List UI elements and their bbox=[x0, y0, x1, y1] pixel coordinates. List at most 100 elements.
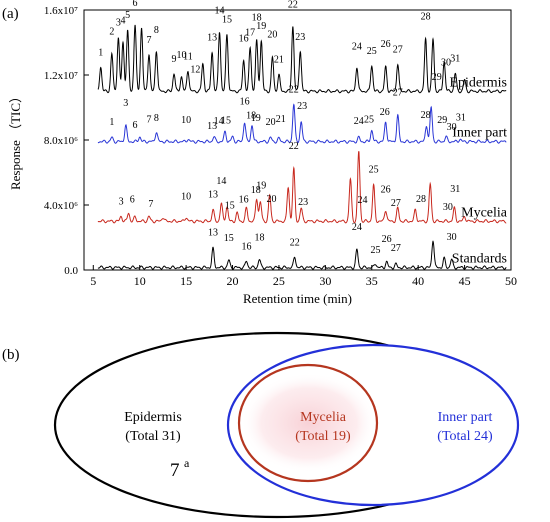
peak-label: 6 bbox=[133, 0, 138, 9]
peak-label: 30 bbox=[447, 122, 457, 133]
peak-label: 30 bbox=[447, 232, 457, 243]
venn-note-superscript: a bbox=[184, 456, 190, 470]
y-tick-label: 8.0x10⁶ bbox=[44, 135, 78, 147]
peak-label: 14 bbox=[214, 116, 224, 127]
peak-label: 19 bbox=[256, 21, 266, 32]
peak-label: 14 bbox=[216, 176, 226, 187]
y-tick-label: 0.0 bbox=[64, 265, 78, 277]
peak-label: 2 bbox=[109, 27, 114, 38]
peak-label: 24 bbox=[357, 195, 367, 206]
peak-label: 31 bbox=[450, 53, 460, 64]
peak-label: 16 bbox=[239, 33, 249, 44]
trace-inner-part bbox=[97, 103, 507, 144]
peak-label: 3 bbox=[119, 196, 124, 207]
peak-label: 12 bbox=[190, 64, 200, 75]
peak-label: 28 bbox=[421, 110, 431, 121]
peak-label: 18 bbox=[254, 233, 264, 244]
x-tick-label: 50 bbox=[505, 274, 517, 288]
traces bbox=[97, 24, 507, 270]
peak-label: 18 bbox=[252, 12, 262, 23]
x-tick-label: 25 bbox=[273, 274, 285, 288]
peak-label: 27 bbox=[391, 198, 401, 209]
peak-label: 26 bbox=[382, 234, 392, 245]
peak-label: 19 bbox=[256, 180, 266, 191]
peak-label: 25 bbox=[364, 115, 374, 126]
venn-mycelia-name: Mycelia bbox=[300, 410, 347, 425]
peak-label: 19 bbox=[251, 113, 261, 124]
venn-diagram: Epidermis (Total 31) Mycelia (Total 19) … bbox=[53, 331, 520, 519]
peak-label: 7 bbox=[146, 35, 151, 46]
peak-label: 9 bbox=[172, 54, 177, 65]
y-axis-label: Response （TIC） bbox=[8, 90, 23, 190]
peak-label: 30 bbox=[441, 58, 451, 69]
peak-label: 22 bbox=[290, 237, 300, 248]
series-name: Standards bbox=[452, 252, 507, 267]
mycelia-shading bbox=[241, 373, 377, 473]
venn-inner-part-name: Inner part bbox=[438, 410, 493, 425]
peak-label: 25 bbox=[367, 46, 377, 57]
peak-label: 7 bbox=[148, 199, 153, 210]
peak-label: 20 bbox=[267, 30, 277, 41]
peak-label: 22 bbox=[289, 85, 299, 96]
peak-label: 15 bbox=[224, 233, 234, 244]
peak-label: 10 bbox=[181, 192, 191, 203]
peak-label: 15 bbox=[221, 115, 231, 126]
peak-label: 13 bbox=[208, 227, 218, 238]
series-name: Inner part bbox=[452, 126, 507, 141]
peak-label: 13 bbox=[207, 121, 217, 132]
peak-label: 28 bbox=[416, 194, 426, 205]
peak-label: 6 bbox=[133, 120, 138, 131]
x-tick-label: 10 bbox=[134, 274, 146, 288]
peak-label: 13 bbox=[208, 189, 218, 200]
peak-label: 11 bbox=[183, 52, 193, 63]
venn-epidermis-name: Epidermis bbox=[124, 410, 182, 425]
trace-standards bbox=[97, 240, 507, 270]
peak-label: 20 bbox=[267, 194, 277, 205]
peak-label: 28 bbox=[421, 11, 431, 22]
peak-label: 31 bbox=[450, 184, 460, 195]
peak-label: 22 bbox=[289, 141, 299, 152]
peak-label: 31 bbox=[456, 112, 466, 123]
series-name: Epidermis bbox=[449, 75, 507, 90]
peak-label: 8 bbox=[154, 113, 159, 124]
peak-label: 15 bbox=[225, 200, 235, 211]
peak-label: 16 bbox=[239, 195, 249, 206]
peak-label: 16 bbox=[240, 96, 250, 107]
y-tick-label: 1.2x10⁷ bbox=[44, 70, 78, 82]
peak-label: 15 bbox=[222, 14, 232, 25]
peak-label: 3 bbox=[123, 98, 128, 109]
peak-label: 24 bbox=[352, 41, 362, 52]
peak-label: 30 bbox=[443, 202, 453, 213]
venn-epidermis-total: (Total 31) bbox=[125, 429, 181, 444]
x-tick-label: 40 bbox=[412, 274, 424, 288]
panel-b-label: (b) bbox=[2, 347, 20, 363]
peak-label: 23 bbox=[297, 101, 307, 112]
peak-label: 26 bbox=[381, 184, 391, 195]
y-tick-label: 4.0x10⁶ bbox=[44, 200, 78, 212]
peak-label: 25 bbox=[369, 164, 379, 175]
peak-label: 18 bbox=[251, 185, 261, 196]
peak-label: 22 bbox=[288, 0, 298, 11]
mycelia-ellipse bbox=[237, 363, 379, 483]
peak-label: 27 bbox=[393, 45, 403, 56]
peak-label: 4 bbox=[120, 15, 125, 26]
peak-label: 8 bbox=[154, 25, 159, 36]
x-axis: 5 10 15 20 25 30 35 40 45 50 bbox=[90, 265, 517, 288]
peak-label: 17 bbox=[245, 28, 255, 39]
trace-epidermis bbox=[97, 24, 507, 94]
peak-label: 10 bbox=[181, 115, 191, 126]
x-tick-label: 30 bbox=[319, 274, 331, 288]
y-tick-label: 1.6x10⁷ bbox=[44, 5, 78, 17]
panel-a-label: (a) bbox=[2, 6, 19, 22]
peak-label: 27 bbox=[391, 243, 401, 254]
peak-label: 7 bbox=[146, 114, 151, 125]
peak-label: 24 bbox=[352, 222, 362, 233]
peak-label: 23 bbox=[298, 197, 308, 208]
peak-label: 5 bbox=[125, 10, 130, 21]
chromatogram-plot: 5 10 15 20 25 30 35 40 45 50 0.04.0x10⁶8.0x10⁶1.2… bbox=[8, 0, 517, 306]
peak-label: 16 bbox=[241, 241, 251, 252]
trace-mycelia bbox=[97, 151, 507, 224]
peak-label: 25 bbox=[370, 245, 380, 256]
series-names: Epidermis Inner part Mycelia Standards bbox=[449, 75, 507, 266]
peak-label: 27 bbox=[393, 88, 403, 99]
